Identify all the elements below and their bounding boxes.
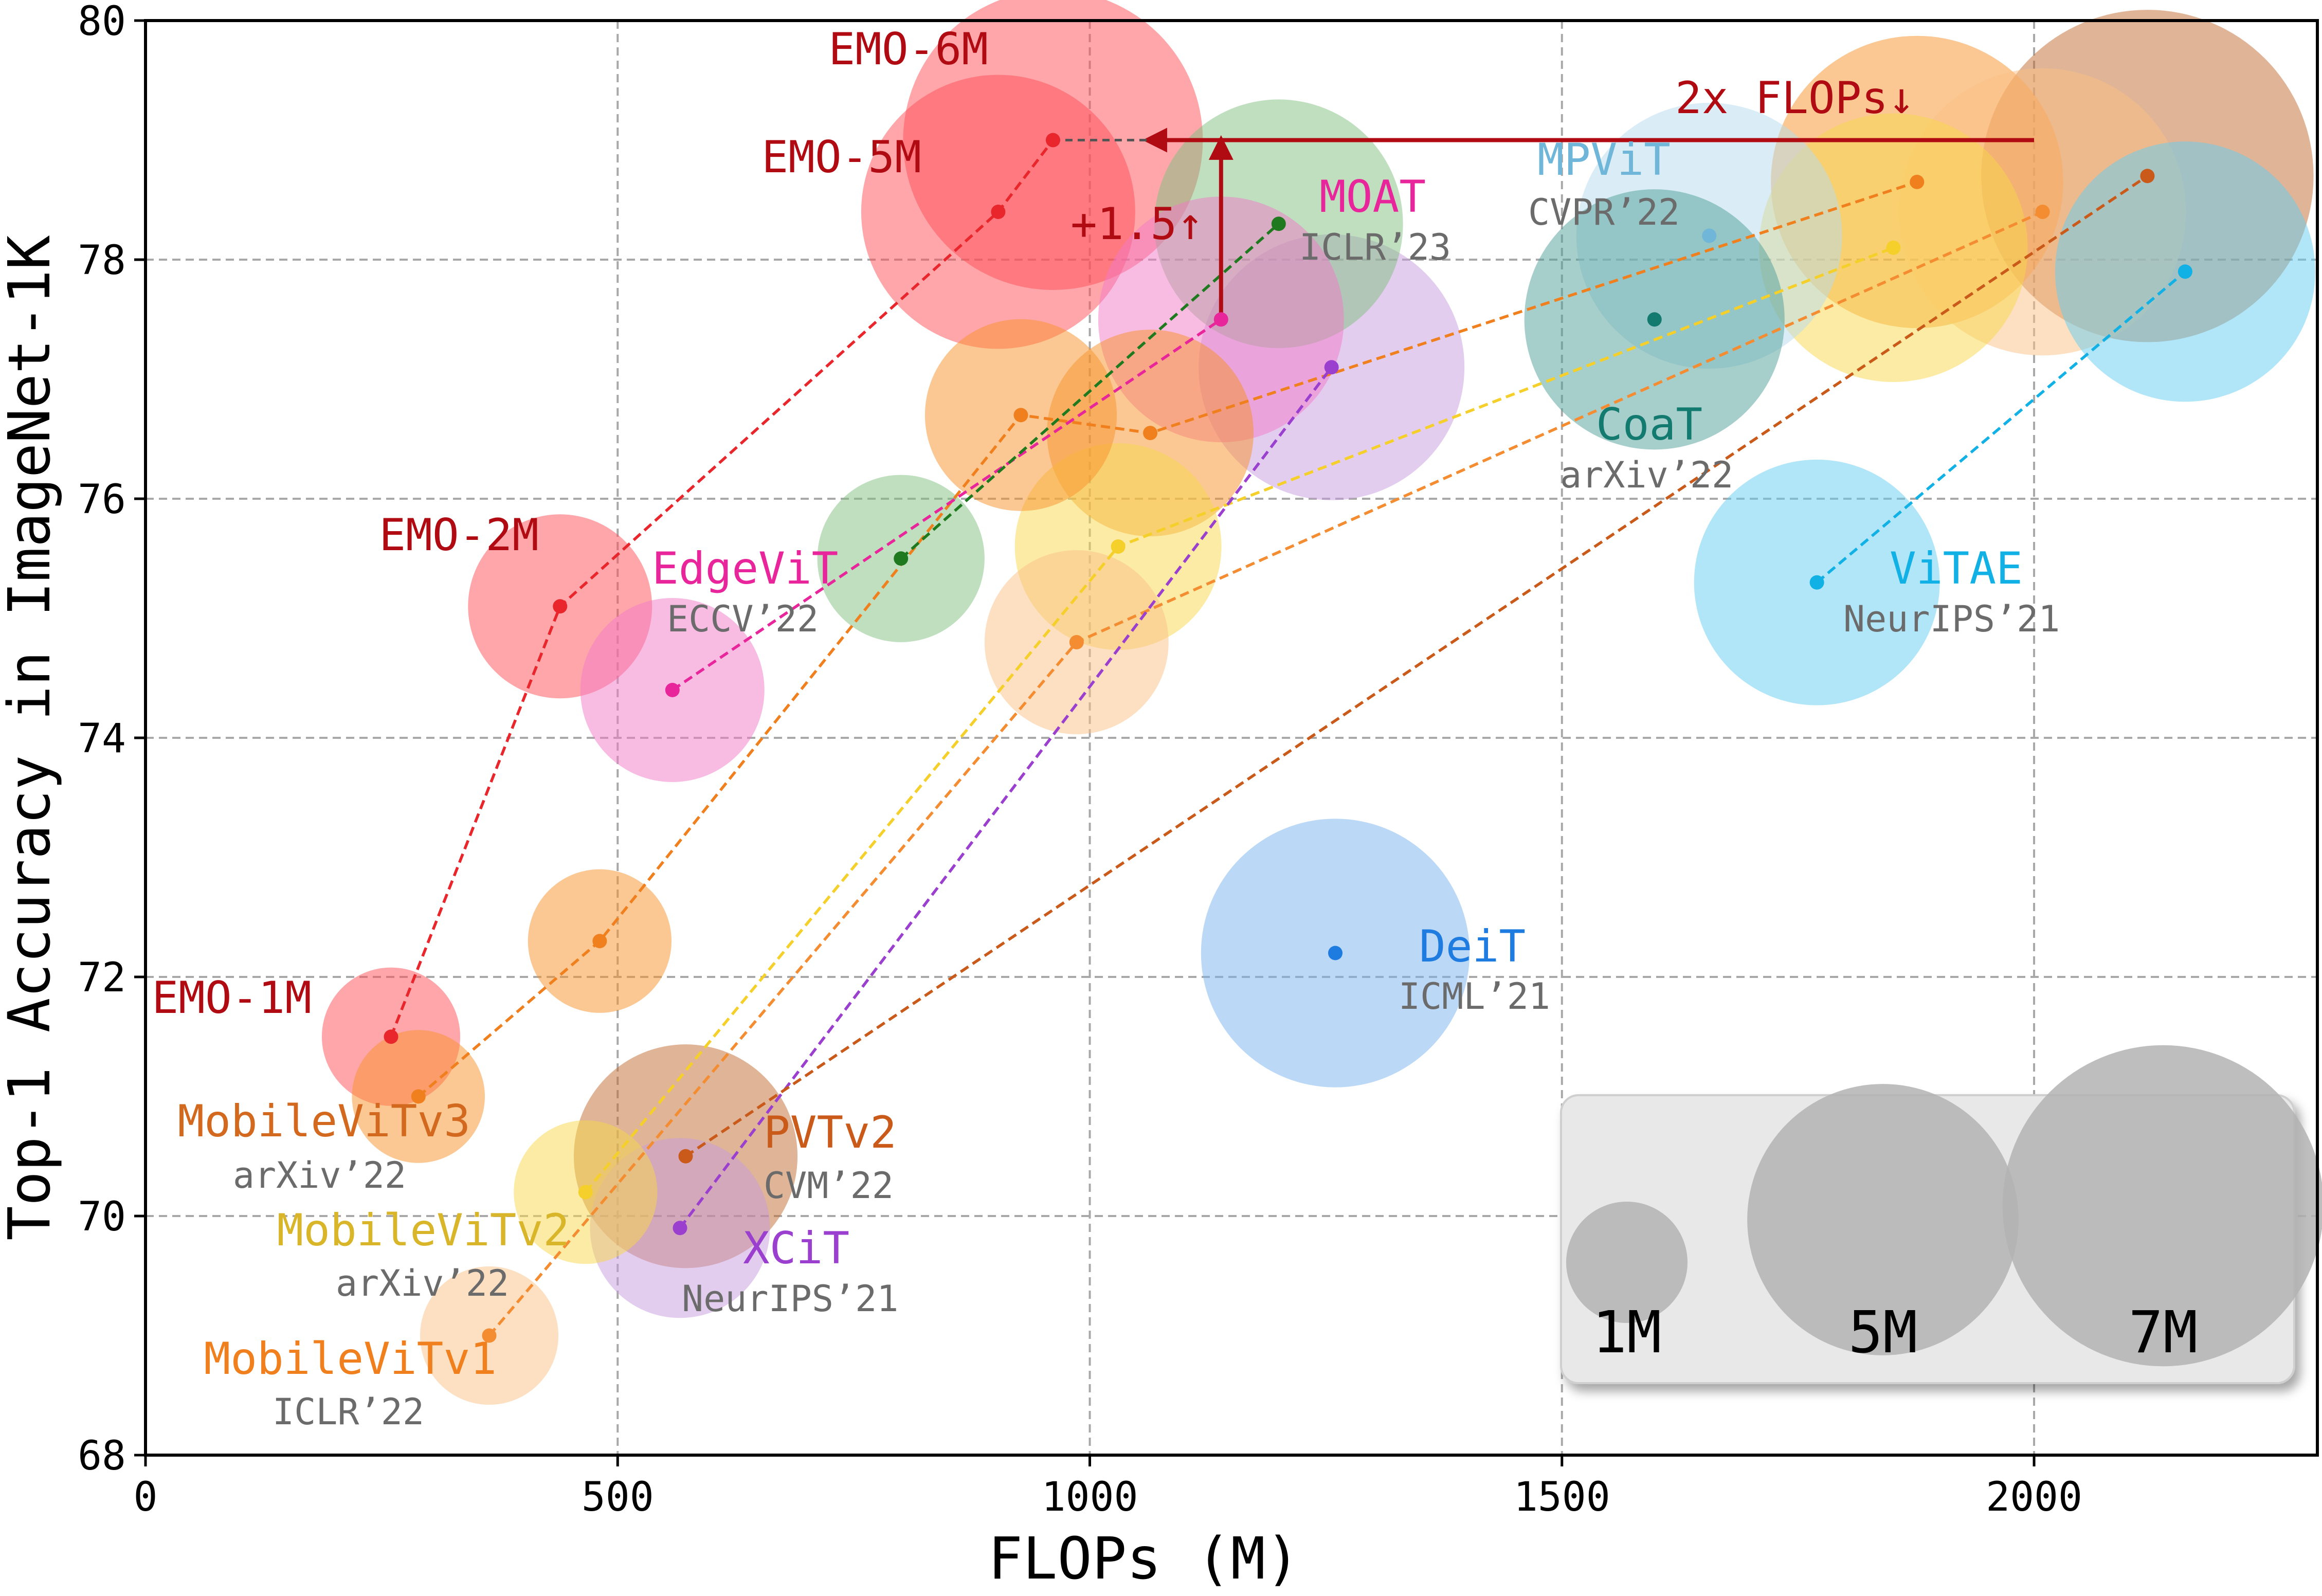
data-point-moat [1271, 216, 1286, 231]
data-point-coat [1647, 312, 1662, 327]
bubbles [321, 0, 2315, 1405]
series-line-xcit [679, 366, 1333, 1229]
data-point-edgevit [1213, 312, 1228, 327]
series-line-moat [900, 223, 1280, 560]
data-point-mpvit [1702, 228, 1717, 243]
point-label-emo: EMO-2M [379, 510, 539, 561]
series-line-edgevit [672, 318, 1222, 692]
point-label-emo: EMO-5M [761, 132, 921, 183]
series-name-mobilevitv3: MobileViTv3 [177, 1096, 470, 1147]
size-legend-label: 1M [1592, 1299, 1662, 1366]
x-tick-label: 2000 [1986, 1474, 2082, 1520]
series-name-edgevit: EdgeViT [652, 543, 838, 594]
data-point-mobilevitv3 [1143, 426, 1158, 441]
data-point-mobilevitv3 [592, 934, 607, 949]
y-tick-label: 74 [78, 716, 126, 762]
data-point-emo [1045, 133, 1060, 148]
data-point-emo [991, 205, 1006, 219]
series-line-vitae [1816, 270, 2186, 584]
series-name-deit: DeiT [1419, 921, 1526, 972]
data-point-moat [894, 551, 909, 566]
series-name-xcit: XCiT [743, 1223, 849, 1274]
series-name-mobilevitv2: MobileViTv2 [277, 1205, 570, 1256]
series-venue-vitae: NeurIPS’21 [1843, 598, 2060, 640]
series-name-mpvit: MPViT [1537, 134, 1671, 186]
data-point-emo [553, 599, 568, 614]
data-point-vitae [2178, 264, 2192, 279]
y-tick-label: 80 [78, 0, 126, 45]
size-legend-bubble [2002, 1045, 2322, 1367]
series-line-pvtv2 [684, 174, 2148, 1158]
data-points [384, 133, 2192, 1343]
series-venue-deit: ICML’21 [1399, 975, 1550, 1018]
data-point-xcit [673, 1221, 687, 1236]
series-line-emo [389, 139, 1055, 1038]
series-name-pvtv2: PVTv2 [764, 1107, 897, 1158]
data-point-mobilevitv3 [411, 1089, 426, 1104]
y-tick-label: 76 [78, 477, 126, 523]
annotation-text-flops: 2x FLOPs↓ [1675, 72, 1915, 124]
series-venue-coat: arXiv’22 [1560, 454, 1733, 496]
series-venue-edgevit: ECCV’22 [667, 598, 819, 640]
series-labels: EMO-1M EMO-2M EMO-5M EMO-6M MobileViTv3 arXiv… [152, 24, 2060, 1433]
series-venue-mobilevitv3: arXiv’22 [233, 1154, 406, 1196]
size-legend-label: 7M [2129, 1299, 2198, 1366]
point-label-emo: EMO-1M [152, 972, 312, 1024]
data-point-edgevit [665, 683, 680, 697]
data-point-pvtv2 [678, 1149, 693, 1164]
data-point-mobilevitv1 [482, 1328, 497, 1343]
y-tick-label: 68 [78, 1433, 126, 1479]
series-venue-pvtv2: CVM’22 [764, 1165, 894, 1207]
y-tick-label: 72 [78, 955, 126, 1001]
y-axis-label: Top-1 Accuracy in ImageNet-1K [0, 235, 63, 1240]
data-point-mobilevitv3 [1910, 174, 1925, 189]
x-tick-label: 1000 [1042, 1474, 1138, 1520]
data-point-mobilevitv3 [1013, 408, 1028, 423]
annotation-text-accuracy: +1.5↑ [1071, 198, 1204, 250]
data-point-mobilevitv1 [2035, 205, 2050, 219]
series-venue-mobilevitv2: arXiv’22 [336, 1262, 509, 1304]
data-point-mobilevitv2 [578, 1185, 593, 1200]
x-tick-label: 1500 [1514, 1474, 1610, 1520]
data-point-vitae [1809, 575, 1824, 590]
series-venue-mpvit: CVPR’22 [1528, 191, 1680, 233]
series-venue-mobilevitv1: ICLR’22 [273, 1391, 424, 1433]
size-legend-bubble [1566, 1202, 1688, 1323]
data-point-xcit [1324, 360, 1339, 375]
size-legend-bubble [1747, 1084, 2019, 1355]
y-tick-label: 70 [78, 1194, 126, 1240]
x-tick-label: 0 [134, 1474, 158, 1520]
data-point-emo [384, 1029, 398, 1044]
data-point-mobilevitv1 [1069, 635, 1084, 649]
data-point-pvtv2 [2140, 169, 2155, 184]
series-venue-moat: ICLR’23 [1299, 226, 1451, 268]
y-tick-label: 78 [78, 238, 126, 284]
x-axis-label: FLOPs (M) [988, 1526, 1300, 1592]
data-point-mobilevitv2 [1886, 240, 1901, 255]
series-venue-xcit: NeurIPS’21 [682, 1278, 898, 1320]
point-label-emo: EMO-6M [828, 24, 988, 75]
series-name-moat: MOAT [1319, 171, 1426, 223]
series-name-coat: CoaT [1596, 399, 1702, 450]
series-name-mobilevitv1: MobileViTv1 [204, 1333, 497, 1385]
annotations [1053, 128, 2035, 320]
series-name-vitae: ViTAE [1890, 543, 2023, 594]
size-legend-label: 5M [1848, 1299, 1918, 1366]
data-point-deit [1328, 946, 1343, 960]
x-tick-label: 500 [582, 1474, 654, 1520]
size-legend: 1M 5M 7M [1560, 1045, 2322, 1384]
data-point-mobilevitv2 [1111, 539, 1126, 554]
